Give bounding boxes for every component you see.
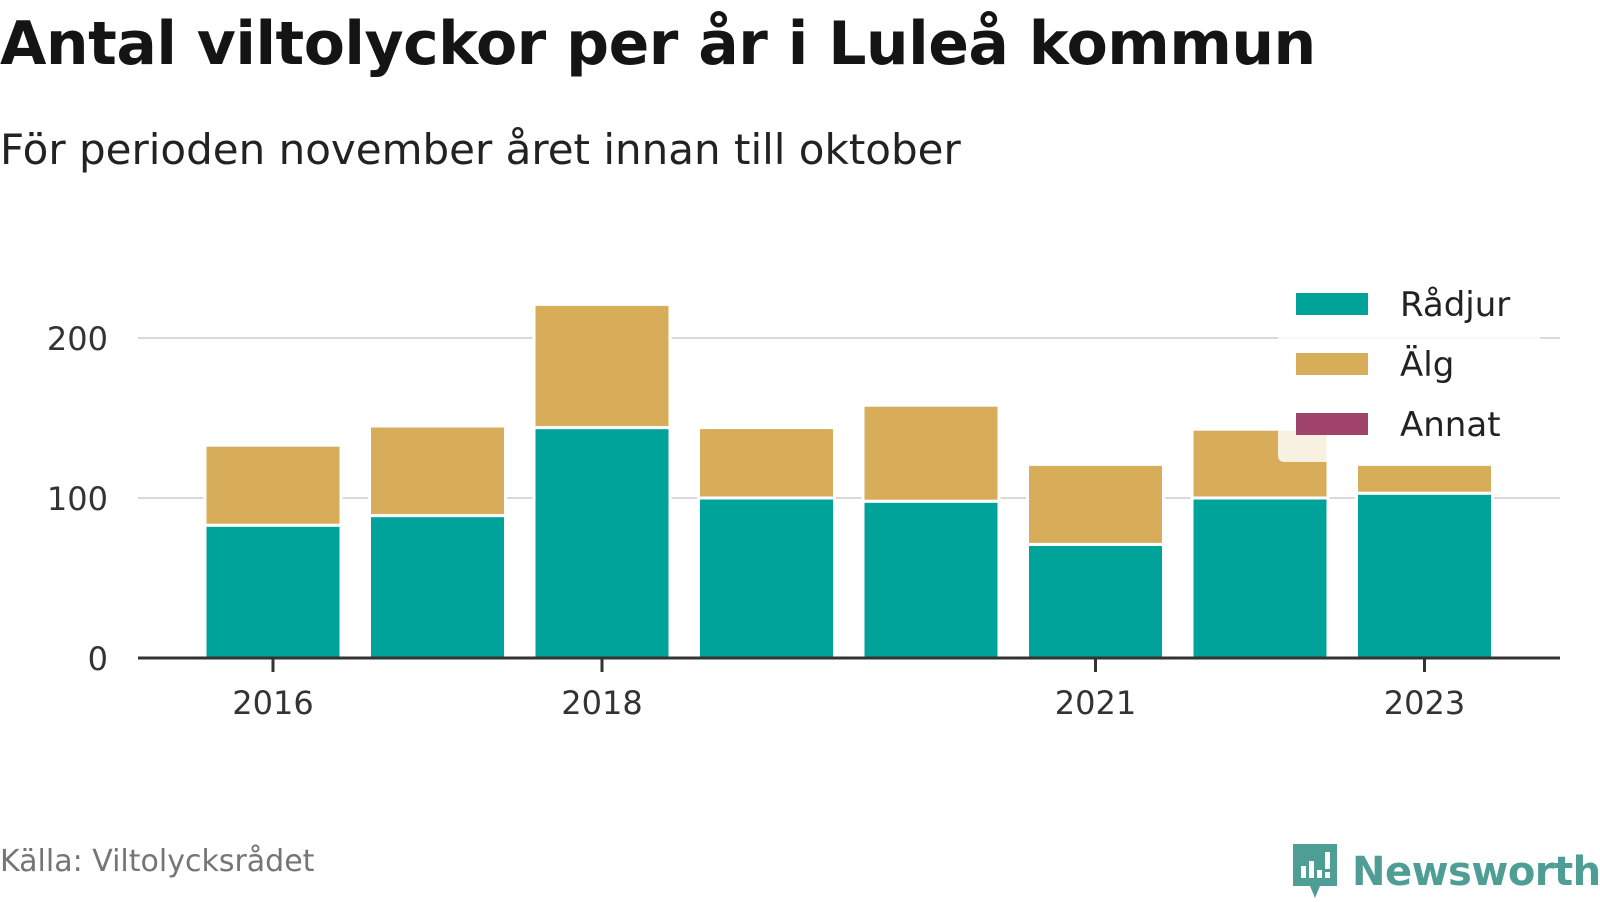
source-note: Källa: Viltolycksrådet [0, 844, 315, 879]
brand-name: Newsworthy [1352, 849, 1600, 895]
bars [203, 302, 1494, 660]
bar-Älg-2023 [1355, 462, 1494, 495]
bar-Rådjur-2020 [861, 499, 1001, 660]
bar-Rådjur-2023 [1355, 491, 1494, 660]
chart-subtitle: För perioden november året innan till ok… [0, 125, 961, 174]
bar-Älg-2016 [203, 443, 343, 527]
bar-Älg-2019 [697, 426, 836, 500]
legend-swatch-Annat [1296, 413, 1368, 435]
y-tick-label-0: 0 [88, 640, 108, 678]
bar-Älg-2018 [532, 302, 672, 430]
x-tick-label-2023: 2023 [1384, 684, 1465, 722]
bar-Älg-2017 [368, 424, 507, 518]
legend-label-Rådjur: Rådjur [1400, 285, 1510, 325]
legend-swatch-Rådjur [1296, 293, 1368, 315]
legend-swatch-Älg [1296, 353, 1368, 375]
legend-label-Älg: Älg [1400, 345, 1454, 385]
y-tick-label-100: 100 [47, 480, 108, 518]
chart-title: Antal viltolyckor per år i Luleå kommun [0, 9, 1316, 79]
x-tick-label-2021: 2021 [1055, 684, 1136, 722]
newsworthy-logo-icon [1293, 844, 1337, 898]
x-tick-label-2018: 2018 [561, 684, 642, 722]
y-tick-label-200: 200 [47, 320, 108, 358]
legend-label-Annat: Annat [1400, 405, 1501, 445]
bar-Rådjur-2022 [1190, 496, 1330, 660]
legend: Rådjur Älg Annat [1278, 278, 1540, 462]
bar-Rådjur-2021 [1026, 542, 1165, 660]
axes: 0 100 200 2016 2018 2021 2023 [47, 320, 1560, 722]
bar-Rådjur-2019 [697, 496, 836, 660]
bar-Älg-2021 [1026, 462, 1165, 546]
bar-Rådjur-2016 [203, 523, 343, 660]
bar-Rådjur-2017 [368, 514, 507, 660]
bar-Älg-2020 [861, 403, 1001, 503]
bar-Rådjur-2018 [532, 426, 672, 660]
brand-logo[interactable]: Newsworthy [1290, 842, 1600, 902]
x-tick-label-2016: 2016 [232, 684, 313, 722]
